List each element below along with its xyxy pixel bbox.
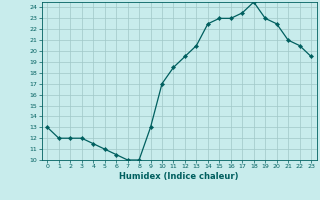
X-axis label: Humidex (Indice chaleur): Humidex (Indice chaleur): [119, 172, 239, 181]
